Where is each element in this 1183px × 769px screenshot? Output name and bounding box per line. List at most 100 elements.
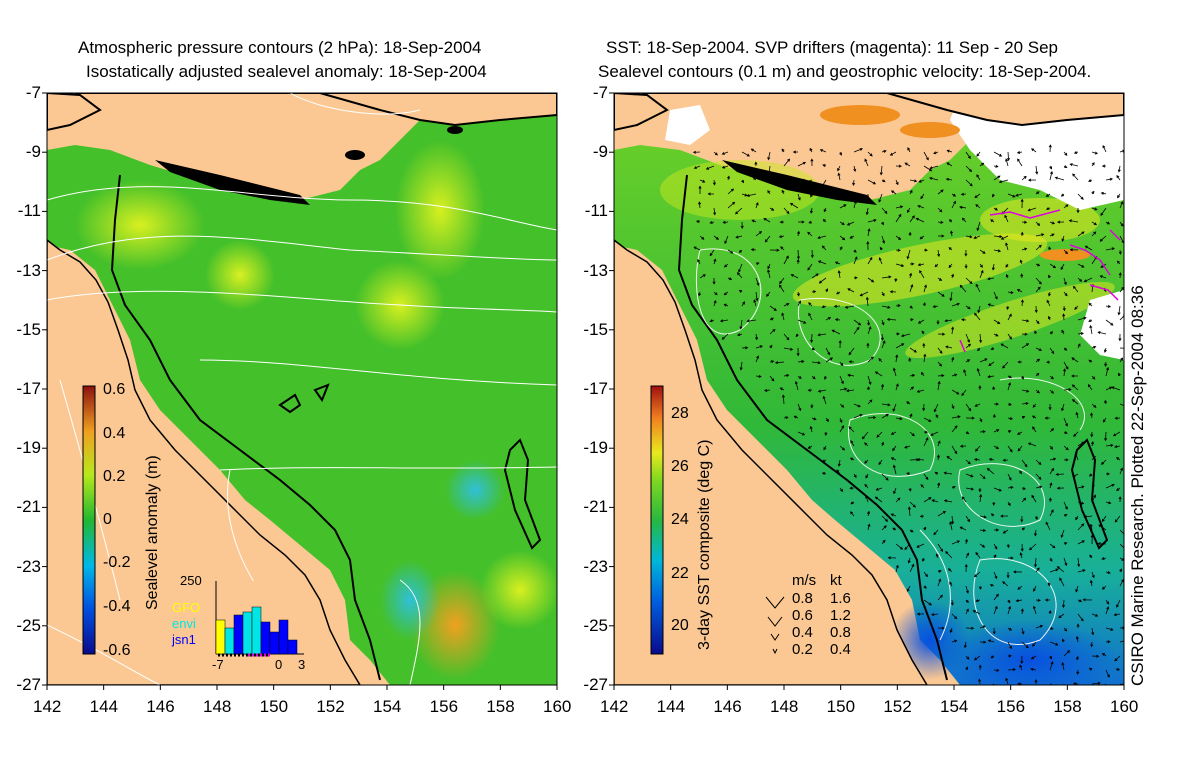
velocity-arrow — [741, 346, 749, 350]
velocity-arrow — [977, 347, 981, 352]
velocity-arrow — [1020, 655, 1024, 665]
velocity-arrow — [811, 375, 816, 380]
velocity-arrow — [979, 263, 983, 268]
velocity-arrow — [992, 413, 996, 419]
velocity-arrow — [909, 413, 913, 419]
velocity-arrow — [797, 300, 801, 307]
velocity-key-ms: 0.8 — [792, 590, 813, 607]
velocity-arrow — [1007, 473, 1012, 481]
velocity-arrow — [1111, 386, 1121, 391]
velocity-arrow — [993, 319, 1001, 325]
velocity-arrow — [821, 179, 827, 189]
velocity-arrow — [1017, 360, 1023, 364]
velocity-arrow — [1063, 458, 1069, 462]
velocity-arrow — [821, 305, 827, 309]
velocity-arrow — [1035, 485, 1043, 489]
left-title-line2: Isostatically adjusted sealevel anomaly:… — [86, 62, 487, 81]
velocity-arrow — [906, 401, 911, 405]
velocity-arrow — [993, 402, 999, 406]
velocity-arrow — [917, 263, 925, 267]
velocity-arrow — [923, 599, 932, 606]
velocity-arrow — [937, 594, 943, 601]
velocity-arrow — [1020, 198, 1024, 209]
velocity-arrow — [909, 305, 913, 309]
velocity-arrow — [875, 487, 883, 491]
velocity-arrow — [1105, 640, 1111, 644]
velocity-arrow — [909, 215, 915, 223]
right-map — [614, 93, 1124, 685]
velocity-arrow — [1063, 388, 1072, 392]
velocity-arrow — [699, 235, 705, 240]
velocity-arrow — [1119, 357, 1124, 363]
velocity-arrow — [1006, 151, 1010, 162]
velocity-arrow — [895, 248, 901, 252]
velocity-arrow — [825, 191, 833, 195]
inset-legend-gfo: GFO — [172, 600, 201, 615]
velocity-arrow — [1101, 652, 1107, 657]
velocity-arrow — [992, 627, 996, 635]
left-title-line1: Atmospheric pressure contours (2 hPa): 1… — [78, 38, 482, 57]
velocity-arrow — [764, 235, 771, 243]
velocity-arrow — [949, 521, 953, 531]
velocity-key-kt: 0.8 — [830, 624, 851, 641]
velocity-arrow — [1063, 204, 1069, 209]
velocity-arrow — [778, 235, 785, 239]
velocity-key-ms: 0.2 — [792, 641, 813, 658]
velocity-arrow — [1033, 585, 1037, 592]
velocity-arrow — [736, 272, 743, 279]
velocity-arrow — [810, 158, 814, 167]
velocity-arrow — [998, 179, 1009, 184]
velocity-arrow — [895, 213, 902, 223]
velocity-arrow — [993, 528, 1000, 532]
velocity-arrow — [1105, 443, 1114, 447]
velocity-arrow — [937, 543, 943, 552]
velocity-arrow — [796, 258, 800, 265]
velocity-arrow — [979, 625, 986, 629]
velocity-arrow — [1015, 599, 1023, 603]
velocity-arrow — [1105, 571, 1111, 575]
lat-tick-label: -21 — [583, 497, 608, 517]
velocity-arrow — [1033, 529, 1038, 537]
velocity-arrow — [824, 375, 827, 380]
lat-tick-label: -23 — [583, 556, 608, 576]
velocity-arrow — [959, 444, 967, 448]
velocity-arrow — [961, 389, 967, 397]
velocity-arrow — [713, 235, 720, 240]
velocity-arrow — [1102, 144, 1107, 153]
lat-tick-label: -19 — [583, 438, 608, 458]
velocity-arrow — [1031, 415, 1037, 419]
velocity-arrow — [951, 200, 956, 209]
velocity-arrow — [916, 389, 925, 393]
velocity-arrow — [1115, 457, 1121, 461]
velocity-arrow — [774, 361, 785, 365]
velocity-arrow — [1046, 299, 1051, 307]
velocity-arrow — [965, 515, 971, 523]
velocity-arrow — [1071, 399, 1079, 405]
velocity-arrow — [1063, 277, 1067, 286]
velocity-arrow — [713, 258, 717, 265]
velocity-arrow — [796, 291, 800, 297]
velocity-arrow — [797, 178, 807, 182]
velocity-arrow — [923, 473, 929, 481]
velocity-arrow — [1049, 467, 1055, 475]
velocity-arrow — [951, 639, 958, 643]
velocity-arrow — [1019, 470, 1023, 475]
velocity-arrow — [1034, 515, 1038, 521]
velocity-arrow — [853, 276, 858, 280]
velocity-arrow — [1083, 515, 1093, 519]
velocity-arrow — [727, 201, 736, 209]
velocity-arrow — [919, 235, 925, 240]
velocity-arrow — [809, 425, 813, 433]
velocity-arrow — [979, 493, 983, 503]
velocity-arrow — [1005, 274, 1009, 279]
velocity-arrow — [1104, 399, 1108, 405]
velocity-arrow — [824, 431, 828, 436]
velocity-arrow — [1005, 263, 1009, 268]
velocity-arrow — [1073, 150, 1079, 154]
velocity-arrow — [867, 399, 873, 405]
velocity-arrow — [978, 664, 982, 671]
velocity-arrow — [974, 571, 981, 578]
velocity-arrow — [1032, 426, 1037, 433]
velocity-arrow — [750, 248, 757, 252]
velocity-arrow — [839, 375, 844, 385]
